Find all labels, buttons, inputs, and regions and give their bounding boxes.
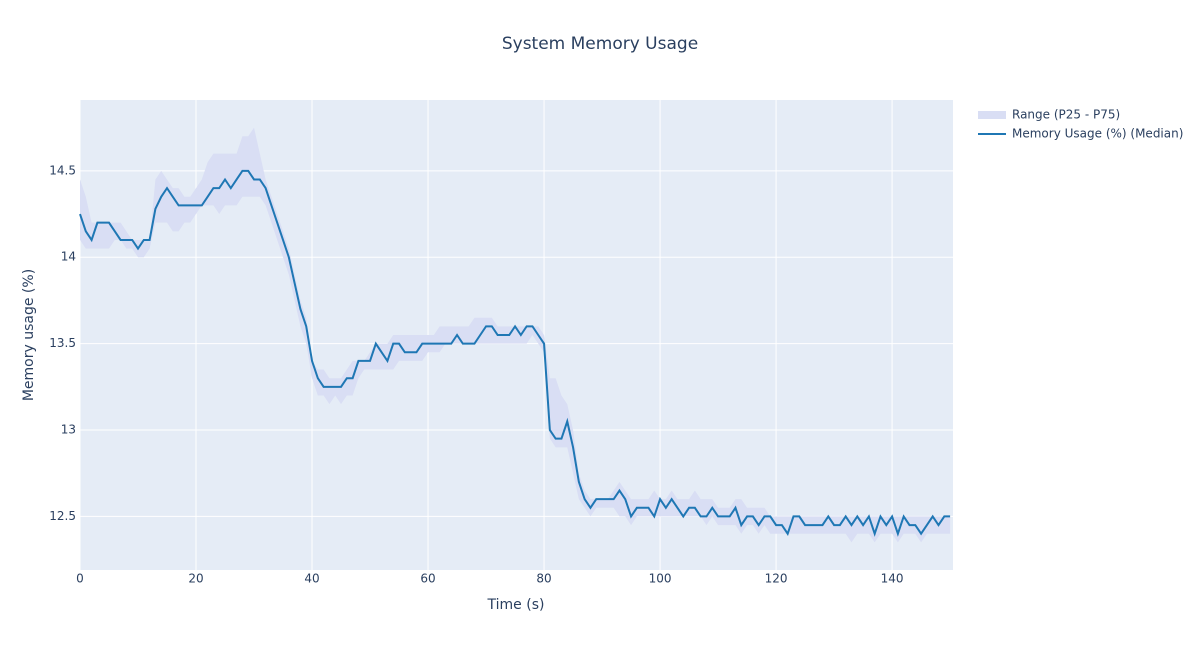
y-tick-label: 12.5 [49,509,76,523]
x-tick-label: 120 [765,572,788,586]
y-axis-title: Memory usage (%) [21,269,37,401]
x-axis-title: Time (s) [487,597,545,613]
y-tick-label: 13.5 [49,336,76,350]
legend-label: Memory Usage (%) (Median) [1012,127,1183,141]
x-tick-label: 100 [649,572,672,586]
x-tick-label: 20 [188,572,203,586]
legend-swatch [978,111,1006,119]
legend-label: Range (P25 - P75) [1012,108,1120,122]
y-tick-label: 14.5 [49,163,76,177]
median-line [79,169,951,537]
x-tick-label: 0 [76,572,84,586]
chart-title: System Memory Usage [502,34,698,54]
x-tick-label: 80 [536,572,551,586]
y-tick-label: 14 [61,250,76,264]
x-tick-label: 140 [881,572,904,586]
range-band [80,127,951,543]
x-tick-label: 40 [304,572,319,586]
y-tick-label: 13 [61,423,76,437]
x-tick-label: 60 [420,572,435,586]
